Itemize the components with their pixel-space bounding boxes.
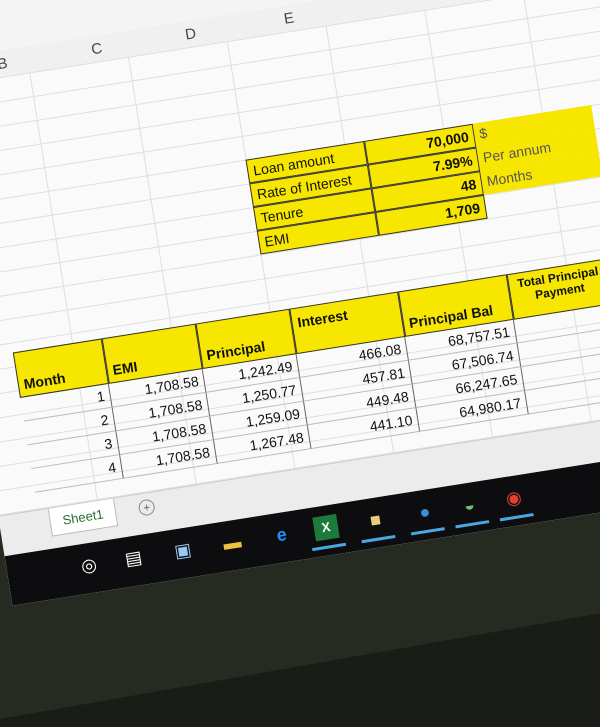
network-running-indicator	[455, 520, 490, 529]
excel-icon[interactable]: X	[312, 513, 340, 542]
chrome-running-indicator	[499, 513, 534, 522]
globe-running-indicator	[410, 527, 445, 536]
notes-running-indicator	[361, 534, 396, 544]
task-view-icon[interactable]: ▤	[123, 546, 144, 570]
column-header-b[interactable]: B	[0, 54, 9, 74]
file-explorer-icon[interactable]: ▬	[221, 531, 243, 554]
globe-icon[interactable]: ●	[417, 501, 432, 523]
edge-icon[interactable]: e	[275, 524, 289, 546]
add-sheet-button[interactable]: +	[137, 498, 156, 517]
chrome-icon[interactable]: ◉	[504, 486, 524, 510]
excel-window: B C D E Loan amount 70,000 $ Rate of Int…	[0, 0, 600, 606]
sticky-notes-icon[interactable]: ■	[368, 509, 383, 531]
network-icon[interactable]: ◒	[462, 494, 477, 516]
column-header-c[interactable]: C	[90, 39, 104, 59]
column-header-d[interactable]: D	[183, 25, 198, 44]
column-header-e[interactable]: E	[282, 9, 296, 28]
excel-running-indicator	[312, 542, 347, 552]
cortana-icon[interactable]: ◎	[79, 554, 99, 577]
remote-desktop-icon[interactable]: ▣	[172, 539, 193, 562]
